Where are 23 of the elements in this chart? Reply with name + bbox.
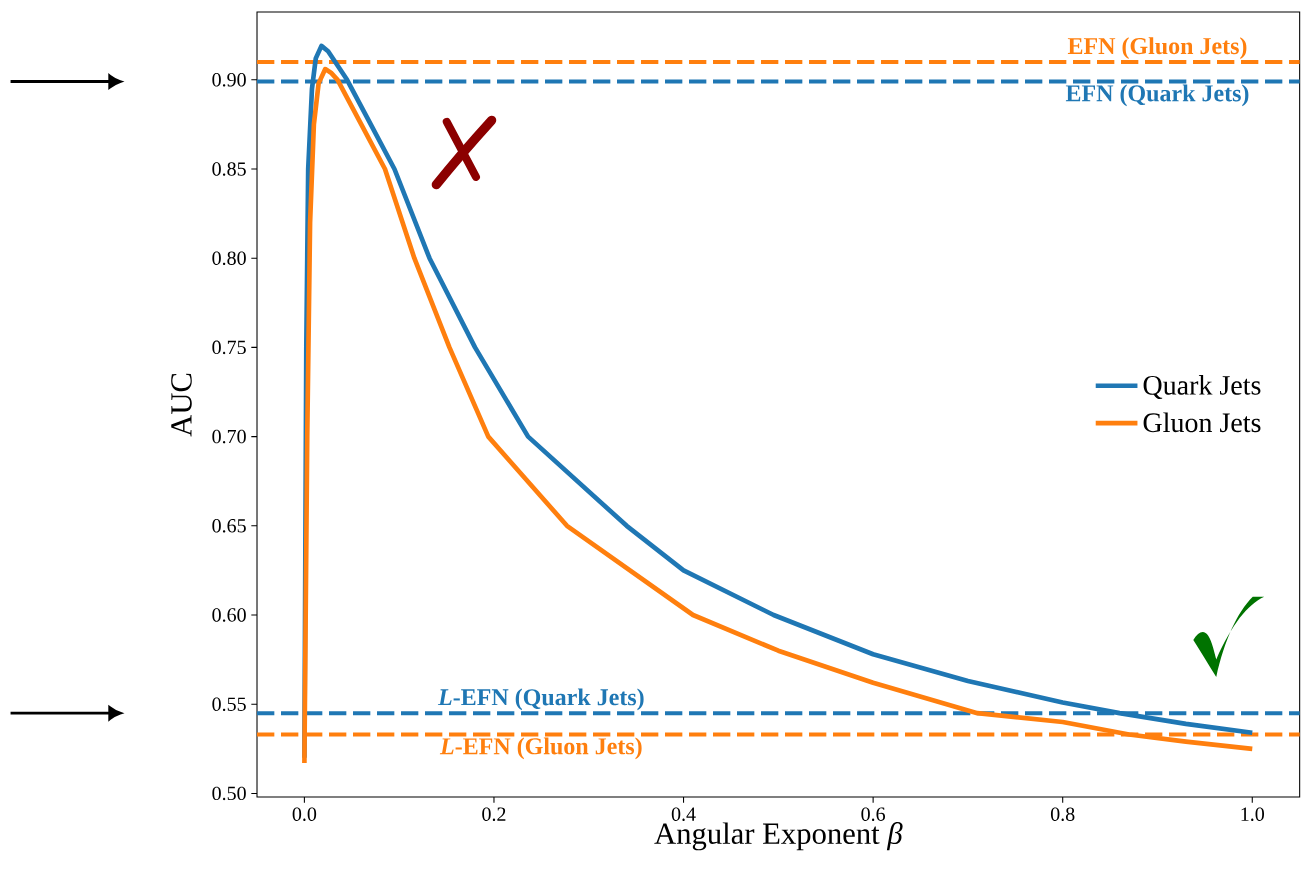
x-tick-label: 0.4 [671,807,696,821]
y-axis-title: AUC [171,373,192,437]
ref-line-label: L-EFN (Quark Jets) [437,688,644,711]
ref-line-label: EFN (Gluon Jets) [1067,37,1247,60]
y-tick-label: 0.55 [212,697,246,712]
legend-label: Gluon Jets [1143,412,1261,433]
x-tick-label: 0.6 [861,807,886,821]
y-tick-label: 0.90 [212,73,246,87]
y-tick-label: 0.65 [212,519,246,533]
x-tick-label: 0.0 [292,807,317,821]
x-axis-title: Angular Exponent β [654,822,903,851]
x-tick-label: 0.8 [1050,807,1075,821]
ref-line-label: L-EFN (Gluon Jets) [439,737,642,760]
y-tick-label: 0.60 [212,608,246,622]
ref-line-label: EFN (Quark Jets) [1065,84,1249,107]
y-tick-label: 0.80 [212,251,246,265]
legend-label: Quark Jets [1143,375,1261,400]
y-tick-label: 0.75 [212,340,246,355]
y-tick-label: 0.50 [212,786,246,801]
x-tick-label: 0.2 [482,807,506,821]
y-tick-label: 0.85 [212,162,246,176]
x-tick-label: 1.0 [1241,807,1265,821]
y-tick-label: 0.70 [212,429,246,444]
